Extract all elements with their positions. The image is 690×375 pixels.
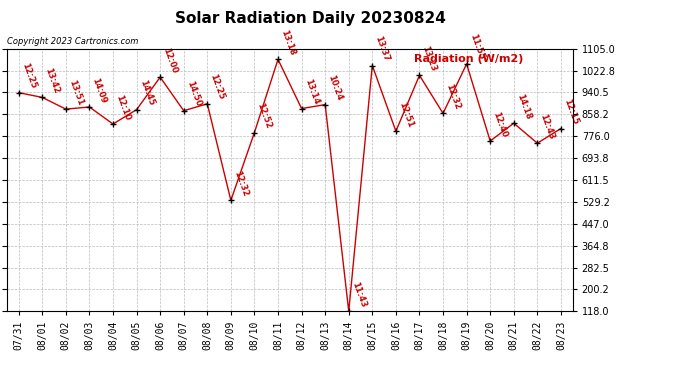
Text: 11:55: 11:55 — [468, 33, 486, 61]
Text: 14:45: 14:45 — [138, 79, 155, 107]
Text: Solar Radiation Daily 20230824: Solar Radiation Daily 20230824 — [175, 11, 446, 26]
Text: 12:40: 12:40 — [491, 110, 509, 138]
Text: 12:43: 12:43 — [538, 112, 556, 141]
Text: 12:10: 12:10 — [114, 93, 132, 122]
Text: 13:23: 13:23 — [421, 45, 438, 73]
Text: Copyright 2023 Cartronics.com: Copyright 2023 Cartronics.com — [7, 37, 138, 46]
Text: 12:32: 12:32 — [444, 82, 462, 111]
Text: 12:00: 12:00 — [161, 46, 179, 75]
Text: 13:42: 13:42 — [43, 66, 61, 95]
Text: 11:43: 11:43 — [350, 280, 368, 309]
Text: 13:18: 13:18 — [279, 28, 297, 57]
Text: 13:51: 13:51 — [67, 78, 85, 106]
Text: 12:25: 12:25 — [20, 62, 37, 90]
Text: 13:37: 13:37 — [373, 35, 391, 63]
Text: 12:32: 12:32 — [232, 170, 250, 198]
Text: 12:52: 12:52 — [255, 102, 273, 130]
Text: 10:24: 10:24 — [326, 74, 344, 102]
Text: 14:09: 14:09 — [90, 76, 108, 104]
Text: 14:50: 14:50 — [185, 80, 202, 108]
Text: 12:15: 12:15 — [562, 98, 580, 126]
Text: Radiation (W/m2): Radiation (W/m2) — [414, 54, 524, 64]
Text: 12:25: 12:25 — [208, 73, 226, 101]
Text: 12:51: 12:51 — [397, 100, 415, 129]
Text: 14:18: 14:18 — [515, 92, 533, 120]
Text: 13:14: 13:14 — [303, 78, 320, 106]
